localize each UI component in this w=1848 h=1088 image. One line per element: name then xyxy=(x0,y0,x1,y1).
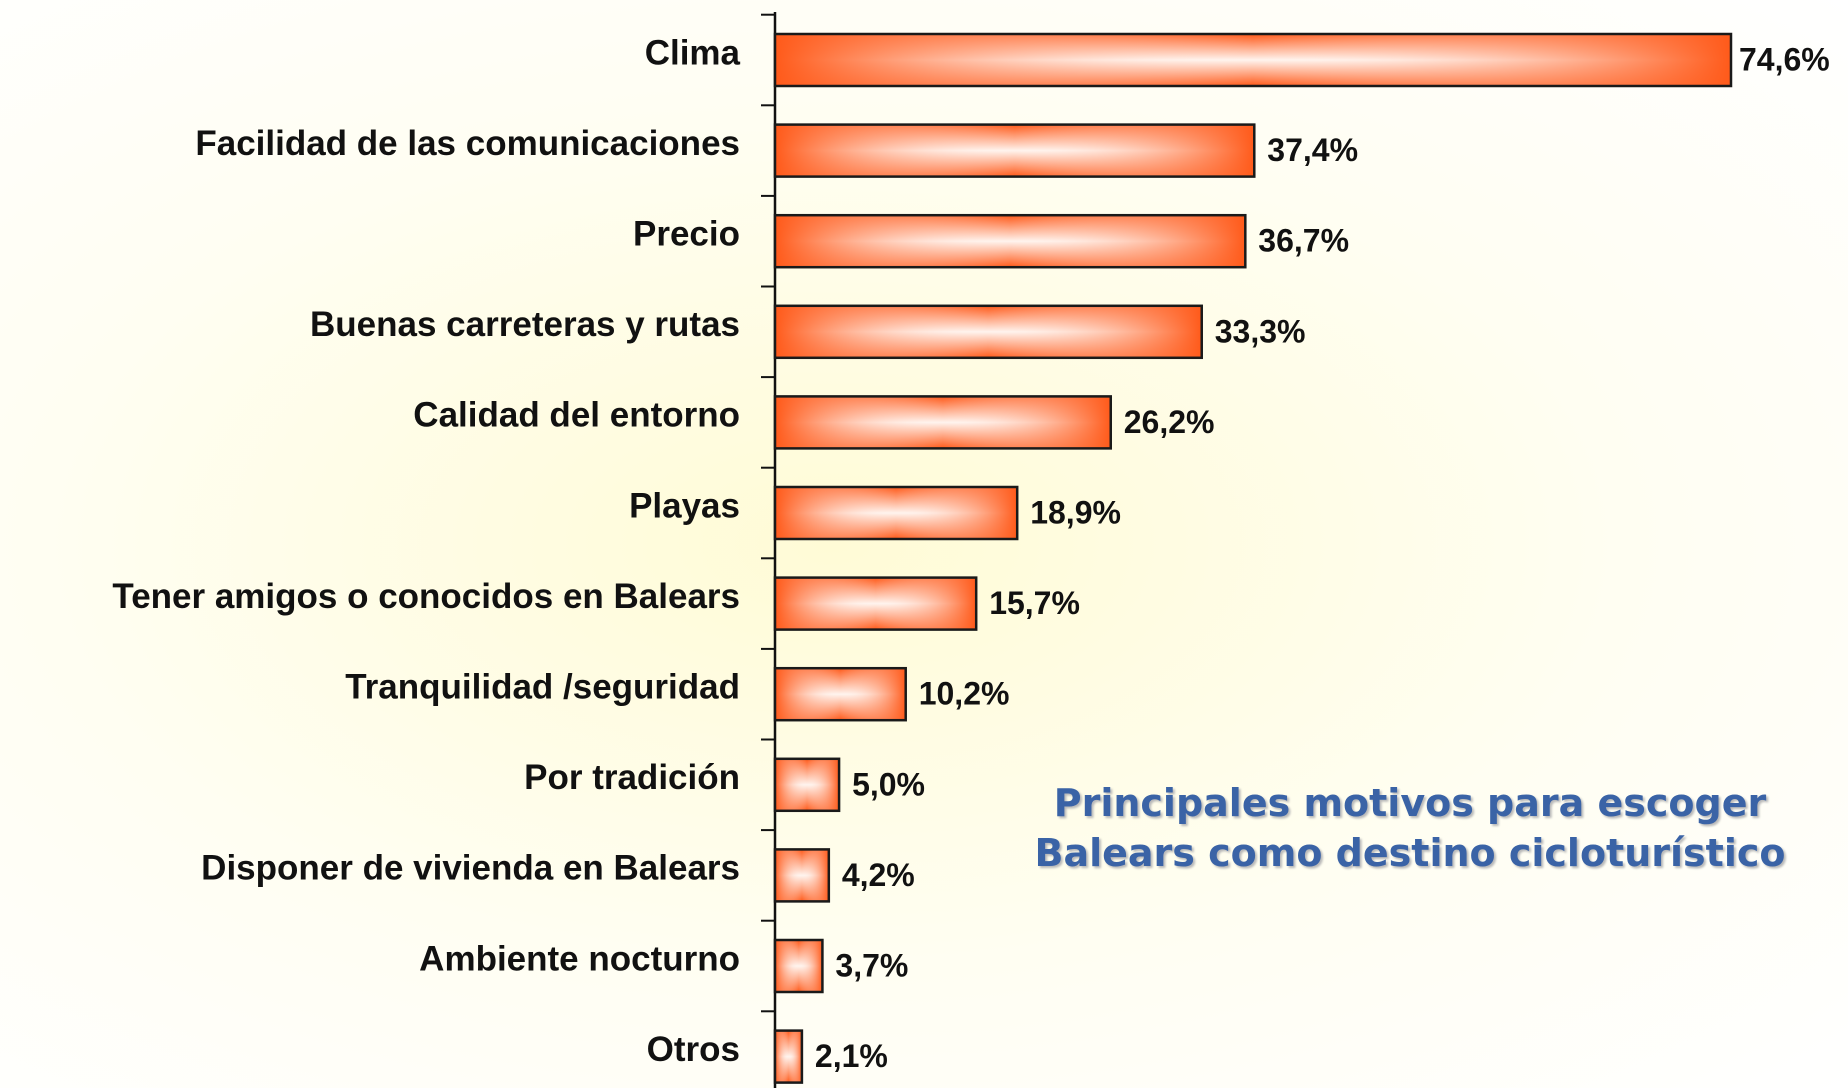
bar-shade xyxy=(773,757,841,813)
value-label: 3,7% xyxy=(835,947,908,983)
bar-shade xyxy=(773,123,1256,178)
category-label: Por tradición xyxy=(524,758,740,797)
value-label: 33,3% xyxy=(1215,313,1306,349)
value-label: 74,6% xyxy=(1739,41,1830,77)
bar-shade xyxy=(773,395,1113,450)
category-label: Ambiente nocturno xyxy=(419,939,740,978)
bar-shade xyxy=(773,576,978,631)
bar-shade xyxy=(773,938,824,994)
bar-shade xyxy=(773,485,1019,541)
value-label: 15,7% xyxy=(989,585,1080,621)
category-label: Tener amigos o conocidos en Balears xyxy=(112,577,740,616)
bar-shade xyxy=(773,32,1733,88)
value-label: 2,1% xyxy=(815,1038,888,1074)
value-label: 26,2% xyxy=(1124,404,1215,440)
value-label: 37,4% xyxy=(1267,132,1358,168)
category-label: Playas xyxy=(629,486,740,525)
bar-shade xyxy=(773,666,907,722)
value-label: 18,9% xyxy=(1030,494,1121,530)
value-label: 36,7% xyxy=(1258,223,1349,259)
category-label: Disponer de vivienda en Balears xyxy=(201,849,740,888)
category-label: Precio xyxy=(633,214,740,253)
value-label: 5,0% xyxy=(852,766,925,802)
category-label: Buenas carreteras y rutas xyxy=(310,305,740,344)
bar-shade xyxy=(773,304,1203,360)
chart-title: Principales motivos para escoger Balears… xyxy=(1034,781,1786,875)
value-label: 4,2% xyxy=(842,857,915,893)
category-label: Tranquilidad /seguridad xyxy=(345,667,740,706)
category-label: Otros xyxy=(647,1030,740,1069)
value-label: 10,2% xyxy=(919,676,1010,712)
bar-shade xyxy=(773,848,831,903)
category-label: Clima xyxy=(645,33,741,72)
bar-shade xyxy=(773,1029,804,1084)
category-label: Facilidad de las comunicaciones xyxy=(195,124,740,163)
category-label: Calidad del entorno xyxy=(413,396,740,435)
bar-shade xyxy=(773,213,1247,269)
